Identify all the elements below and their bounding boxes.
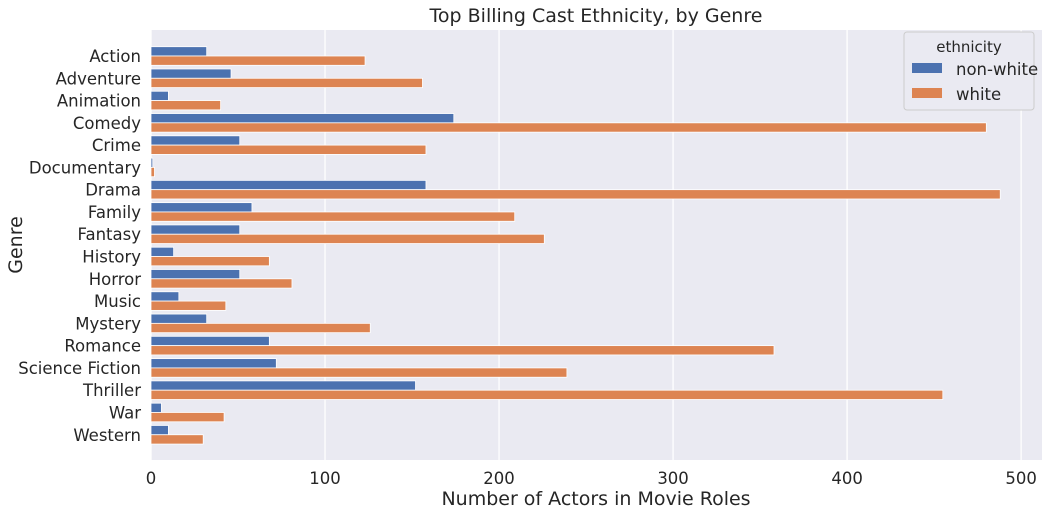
bar-non-white-drama [150, 179, 427, 191]
bar-white-comedy [150, 122, 987, 133]
bar-non-white-family [150, 202, 253, 213]
bar-non-white-history [150, 246, 175, 257]
y-tick-label: Crime [92, 136, 141, 155]
y-axis-label: Genre [5, 216, 27, 274]
y-tick-label: Romance [64, 337, 141, 356]
bar-white-horror [150, 278, 293, 289]
bar-non-white-animation [150, 90, 169, 101]
bar-white-thriller [150, 389, 944, 400]
bar-non-white-horror [150, 269, 241, 280]
y-tick-label: Fantasy [78, 225, 142, 244]
y-tick-label: Mystery [75, 314, 141, 333]
bar-white-history [150, 256, 270, 267]
bar-white-documentary [150, 166, 155, 178]
bar-non-white-fantasy [150, 224, 241, 235]
x-tick-label: 300 [657, 469, 689, 488]
bar-non-white-action [150, 46, 208, 57]
legend: ethnicity non-white white [903, 31, 1038, 111]
y-tick-label: War [109, 403, 141, 422]
x-tick-label: 0 [146, 469, 157, 488]
bar-white-drama [150, 189, 1001, 200]
y-tick-label: Horror [89, 270, 142, 289]
legend-label-white: white [956, 85, 1001, 104]
y-tick-label: Documentary [29, 158, 141, 177]
y-tick-label: Action [89, 47, 141, 66]
bar-non-white-mystery [150, 313, 208, 324]
y-tick-label: Music [94, 292, 141, 311]
bar-non-white-romance [150, 335, 270, 347]
bar-non-white-western [150, 425, 169, 436]
y-tick-label: Animation [57, 92, 141, 111]
y-tick-label: Adventure [56, 69, 141, 88]
y-tick-label: Science Fiction [18, 359, 141, 378]
x-tick-label: 100 [309, 469, 341, 488]
x-tick-labels: 0 100 200 300 400 500 [146, 469, 1037, 488]
legend-title: ethnicity [936, 38, 1002, 56]
x-axis-label: Number of Actors in Movie Roles [441, 488, 750, 510]
x-tick-label: 400 [831, 469, 863, 488]
bar-white-mystery [150, 322, 371, 334]
bar-white-fantasy [150, 233, 545, 244]
x-tick-label: 200 [483, 469, 515, 488]
bar-white-crime [150, 144, 427, 155]
bar-non-white-comedy [150, 113, 455, 124]
bar-non-white-adventure [150, 68, 232, 79]
bar-non-white-thriller [150, 380, 416, 391]
y-tick-label: Comedy [73, 114, 141, 133]
bar-white-science-fiction [150, 367, 568, 378]
y-tick-labels: Action Adventure Animation Comedy Crime Docum… [18, 47, 141, 445]
bar-white-war [150, 412, 225, 423]
y-tick-label: Western [73, 426, 141, 445]
y-tick-label: Family [88, 203, 141, 222]
bar-white-romance [150, 345, 775, 356]
y-tick-label: Drama [85, 181, 141, 200]
legend-swatch-non-white [912, 63, 942, 73]
bar-non-white-science-fiction [150, 358, 277, 369]
bar-non-white-documentary [150, 157, 154, 168]
legend-swatch-white [912, 88, 942, 98]
bar-non-white-music [150, 291, 180, 302]
bar-white-music [150, 300, 227, 311]
y-tick-label: Thriller [82, 381, 141, 400]
legend-label-non-white: non-white [956, 60, 1038, 79]
bar-white-animation [150, 100, 222, 111]
bar-white-action [150, 55, 366, 66]
bar-white-family [150, 211, 516, 222]
y-tick-label: History [82, 248, 141, 267]
bar-non-white-crime [150, 135, 241, 146]
bars [150, 46, 1001, 445]
bar-white-adventure [150, 77, 423, 88]
x-tick-label: 500 [1005, 469, 1037, 488]
bar-white-western [150, 434, 204, 445]
bar-non-white-war [150, 402, 162, 413]
chart-title: Top Billing Cast Ethnicity, by Genre [429, 5, 763, 27]
